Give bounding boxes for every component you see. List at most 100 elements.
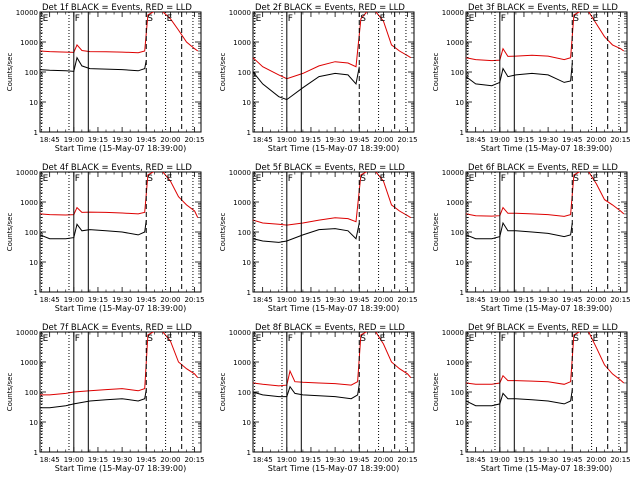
y-tick-label: 10: [242, 419, 251, 427]
x-tick-label: 20:00: [373, 136, 393, 144]
marker-label: F: [288, 14, 293, 24]
y-tick-label: 10000: [229, 9, 251, 17]
panel-title: Det 3f BLACK = Events, RED = LLD: [468, 3, 618, 13]
panel-title: Det 5f BLACK = Events, RED = LLD: [255, 163, 405, 173]
y-axis-label: Counts/sec: [6, 213, 14, 252]
y-tick-label: 10000: [16, 169, 38, 177]
x-axis-label: Start Time (15-May-07 18:39:00): [55, 144, 186, 153]
panel-det-6: Det 6f BLACK = Events, RED = LLD 1 10 100 10…: [432, 163, 631, 313]
x-tick-label: 19:00: [490, 296, 510, 304]
y-tick-label: 1: [460, 289, 464, 297]
marker-label: E: [593, 334, 599, 344]
series-events-line: [466, 62, 573, 87]
panel-title: Det 7f BLACK = Events, RED = LLD: [42, 323, 192, 333]
x-tick-label: 19:45: [136, 456, 156, 464]
marker-label: S: [147, 334, 153, 344]
x-axis-label: Start Time (15-May-07 18:39:00): [268, 464, 399, 473]
y-tick-label: 10000: [16, 329, 38, 337]
series-lld-line: [253, 172, 412, 226]
x-tick-label: 18:45: [253, 296, 273, 304]
panel-title: Det 1f BLACK = Events, RED = LLD: [42, 3, 192, 13]
marker-label: E: [256, 174, 262, 184]
marker-label: E: [593, 174, 599, 184]
x-tick-label: 18:45: [40, 136, 60, 144]
y-tick-label: 1000: [446, 39, 464, 47]
marker-label: E: [43, 14, 49, 24]
x-tick-label: 20:15: [184, 296, 204, 304]
x-tick-label: 20:15: [610, 136, 630, 144]
x-tick-label: 18:45: [466, 136, 486, 144]
y-tick-label: 10: [29, 419, 38, 427]
x-tick-label: 19:00: [64, 296, 84, 304]
x-tick-label: 19:15: [301, 296, 321, 304]
y-tick-label: 10: [455, 259, 464, 267]
x-tick-label: 19:15: [301, 136, 321, 144]
panel-title: Det 9f BLACK = Events, RED = LLD: [468, 323, 618, 333]
panel-det-8: Det 8f BLACK = Events, RED = LLD 1 10 100 10…: [219, 323, 418, 473]
x-tick-label: 19:30: [538, 456, 558, 464]
y-tick-label: 100: [451, 69, 464, 77]
x-axis-label: Start Time (15-May-07 18:39:00): [55, 304, 186, 313]
marker-label: E: [469, 174, 475, 184]
x-tick-label: 19:15: [88, 296, 108, 304]
marker-label: E: [43, 174, 49, 184]
y-tick-label: 10000: [442, 329, 464, 337]
x-tick-label: 19:45: [349, 456, 369, 464]
x-tick-label: 19:00: [277, 296, 297, 304]
marker-label: E: [593, 14, 599, 24]
y-tick-label: 1: [34, 449, 38, 457]
y-tick-label: 1000: [233, 359, 251, 367]
y-axis-label: Counts/sec: [6, 373, 14, 412]
series-lld-line: [466, 332, 625, 385]
series-events-line: [40, 220, 147, 240]
y-tick-label: 1: [460, 129, 464, 137]
y-tick-label: 1000: [20, 199, 38, 207]
y-tick-label: 1000: [233, 39, 251, 47]
panel-title: Det 6f BLACK = Events, RED = LLD: [468, 163, 618, 173]
y-tick-label: 10: [242, 259, 251, 267]
x-tick-label: 20:00: [373, 456, 393, 464]
x-axis-label: Start Time (15-May-07 18:39:00): [268, 144, 399, 153]
x-tick-label: 19:30: [538, 296, 558, 304]
y-tick-label: 1000: [446, 199, 464, 207]
y-tick-label: 1: [460, 449, 464, 457]
marker-label: E: [469, 14, 475, 24]
series-lld-line: [253, 332, 412, 387]
panel-title: Det 4f BLACK = Events, RED = LLD: [42, 163, 192, 173]
x-tick-label: 19:45: [349, 136, 369, 144]
x-axis-label: Start Time (15-May-07 18:39:00): [268, 304, 399, 313]
panel-det-7: Det 7f BLACK = Events, RED = LLD 1 10 100 10…: [6, 323, 205, 473]
x-axis-label: Start Time (15-May-07 18:39:00): [481, 144, 612, 153]
x-tick-label: 19:00: [64, 136, 84, 144]
marker-label: F: [75, 334, 80, 344]
marker-label: E: [256, 334, 262, 344]
y-axis-label: Counts/sec: [432, 213, 440, 252]
x-axis-label: Start Time (15-May-07 18:39:00): [55, 464, 186, 473]
x-tick-label: 19:15: [514, 456, 534, 464]
y-tick-label: 100: [238, 69, 251, 77]
x-tick-label: 19:45: [562, 136, 582, 144]
y-tick-label: 1000: [446, 359, 464, 367]
panel-title: Det 8f BLACK = Events, RED = LLD: [255, 323, 405, 333]
plot-frame: [465, 171, 628, 293]
y-tick-label: 10: [455, 99, 464, 107]
x-tick-label: 19:00: [277, 456, 297, 464]
series-lld-line: [40, 172, 199, 218]
y-tick-label: 100: [451, 229, 464, 237]
x-tick-label: 19:45: [136, 296, 156, 304]
marker-label: S: [360, 334, 366, 344]
marker-label: F: [75, 174, 80, 184]
y-tick-label: 1: [247, 289, 251, 297]
x-tick-label: 19:30: [112, 136, 132, 144]
x-axis-label: Start Time (15-May-07 18:39:00): [481, 464, 612, 473]
series-lld-line: [40, 12, 199, 54]
x-tick-label: 20:15: [397, 136, 417, 144]
series-events-line: [466, 389, 573, 407]
panel-det-3: Det 3f BLACK = Events, RED = LLD 1 10 100 10…: [432, 3, 631, 153]
marker-label: E: [380, 334, 386, 344]
x-tick-label: 20:15: [397, 456, 417, 464]
series-events-line: [253, 66, 360, 101]
y-tick-label: 10: [455, 419, 464, 427]
x-tick-label: 18:45: [466, 296, 486, 304]
x-tick-label: 19:15: [301, 456, 321, 464]
